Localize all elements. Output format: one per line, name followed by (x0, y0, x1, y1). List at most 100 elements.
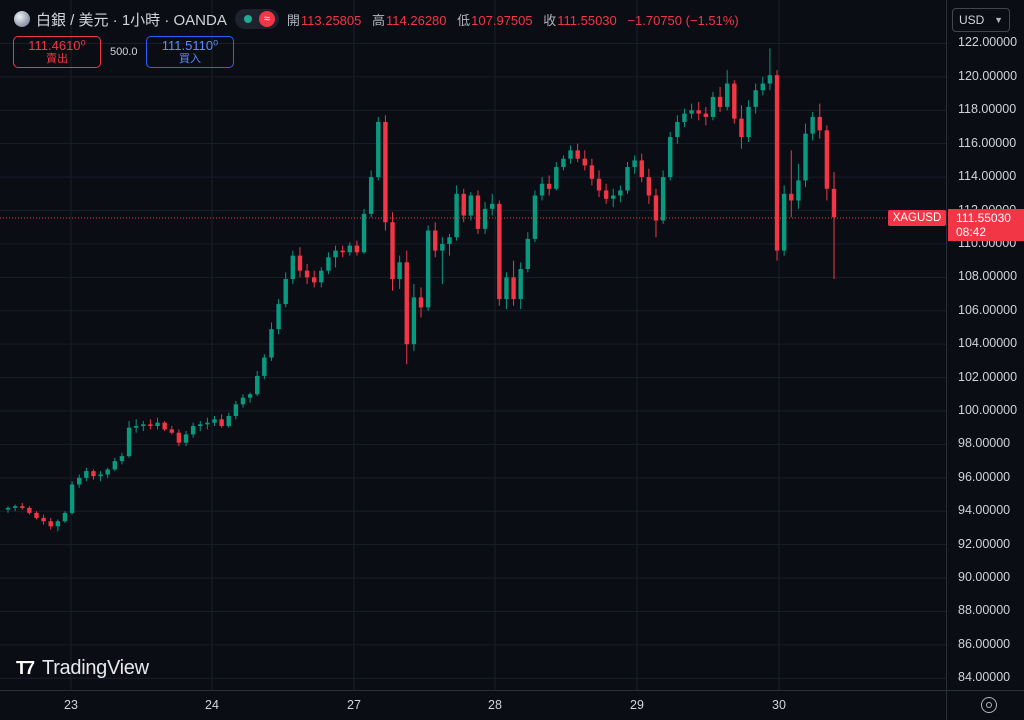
time-tick-label: 24 (205, 698, 219, 712)
candle-body (760, 83, 766, 91)
last-price-tag: 111.55030 08:42 (948, 209, 1024, 242)
candle-body (390, 222, 395, 280)
candle-body (660, 177, 666, 221)
symbol-header: 白銀 / 美元 · 1小時 · OANDA ≈ 開113.25805 高114.… (14, 6, 739, 32)
candle-body (361, 213, 367, 253)
candle-body (311, 277, 317, 283)
candle-body (411, 297, 417, 345)
candle-body (198, 424, 203, 427)
candle-body (368, 177, 374, 214)
candle-body (69, 484, 75, 513)
tradingview-logo-text: TradingView (42, 657, 149, 679)
status-pill[interactable]: ≈ (234, 9, 279, 29)
low-label: 低 (457, 12, 471, 28)
candle-body (554, 167, 559, 189)
open-label: 開 (286, 12, 300, 28)
candle-body (618, 190, 623, 196)
candle-body (703, 113, 709, 117)
candle-body (504, 277, 509, 300)
currency-label: USD (959, 13, 985, 27)
candle-body (696, 110, 701, 114)
spread-value: 500.0 (110, 46, 138, 58)
candle-body (525, 238, 531, 269)
candle-body (205, 422, 210, 425)
candle-body (425, 230, 431, 308)
symbol-name[interactable]: 白銀 / 美元 · 1小時 · OANDA (36, 11, 227, 29)
price-tick-label: 114.00000 (958, 169, 1017, 184)
candle-body (62, 512, 68, 522)
candle-body (183, 434, 189, 443)
close-value: 111.55030 (557, 12, 617, 28)
candle-body (746, 106, 751, 137)
candle-body (668, 136, 673, 178)
price-tick-label: 118.00000 (958, 102, 1017, 117)
candle-body (290, 255, 296, 280)
candle-body (326, 257, 331, 271)
time-tick-label: 28 (488, 698, 502, 712)
price-tick-label: 120.00000 (958, 68, 1018, 83)
candle-body (817, 116, 822, 131)
high-value: 114.26280 (386, 12, 447, 28)
candle-body (418, 297, 424, 308)
time-tick-label: 23 (64, 698, 78, 712)
candle-body (404, 262, 409, 345)
candle-body (141, 424, 146, 427)
candle-body (646, 177, 652, 196)
market-open-dot-icon (243, 15, 252, 23)
candle-body (639, 160, 644, 178)
high-label: 高 (372, 12, 386, 28)
price-tick-label: 92.00000 (958, 536, 1011, 551)
candle-body (226, 416, 231, 427)
price-tick-label: 100.00000 (958, 402, 1018, 417)
buy-button[interactable]: 111.5110⁰ 買入 (146, 36, 234, 68)
close-label: 收 (543, 12, 557, 28)
candle-body (589, 165, 595, 179)
candle-body (653, 195, 659, 221)
candle-body (753, 90, 758, 107)
candle-body (461, 193, 466, 216)
candle-body (297, 255, 303, 271)
candle-body (575, 150, 580, 159)
tradingview-logo[interactable]: T7 TradingView (16, 657, 149, 680)
candle-body (5, 507, 11, 510)
candle-body (781, 193, 787, 251)
candle-body (240, 397, 246, 405)
price-tick-label: 96.00000 (958, 469, 1011, 484)
candle-body (262, 357, 267, 376)
candle-body (732, 83, 737, 119)
last-price-symbol-tag: XAGUSD (888, 210, 946, 227)
candle-body (789, 193, 794, 201)
candle-body (333, 250, 338, 258)
time-tick-label: 30 (772, 698, 786, 712)
candle-body (831, 188, 837, 218)
candle-body (169, 429, 174, 433)
candle-body (710, 96, 716, 117)
candle-body (796, 180, 801, 201)
candle-body (810, 116, 815, 134)
candle-body (98, 474, 103, 477)
candle-body (824, 130, 830, 189)
candle-body (55, 521, 61, 527)
candle-body (568, 150, 573, 159)
candle-body (190, 426, 196, 435)
candle-body (27, 507, 32, 513)
candle-body (133, 426, 139, 428)
chevron-down-icon: ▼ (994, 15, 1003, 25)
candle-body (283, 279, 288, 305)
sell-button[interactable]: 111.4610⁰ 賣出 (13, 36, 101, 68)
candle-body (497, 203, 502, 300)
candle-body (625, 167, 630, 191)
candle-body (611, 195, 616, 199)
time-tick-label: 29 (630, 698, 644, 712)
gear-icon[interactable] (981, 697, 997, 713)
candle-body (269, 329, 274, 358)
currency-select[interactable]: USD ▼ (952, 8, 1010, 32)
low-value: 107.97505 (471, 12, 533, 28)
candle-body (155, 422, 160, 427)
candle-body (433, 230, 438, 251)
candle-body (233, 404, 239, 417)
silver-coin-icon (14, 11, 30, 27)
buy-price: 111.5110⁰ (161, 38, 219, 53)
candle-body (119, 456, 125, 462)
